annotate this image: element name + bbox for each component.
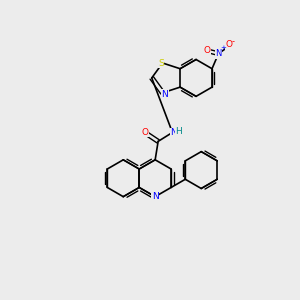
Text: N: N: [215, 49, 222, 58]
Text: N: N: [162, 90, 168, 99]
Text: O: O: [225, 40, 233, 49]
Text: N: N: [170, 128, 177, 137]
Text: +: +: [220, 45, 226, 51]
Text: O: O: [204, 46, 211, 55]
Text: -: -: [231, 37, 234, 46]
Text: N: N: [152, 192, 158, 201]
Text: O: O: [141, 128, 148, 137]
Text: H: H: [176, 128, 182, 136]
Text: S: S: [158, 58, 164, 68]
